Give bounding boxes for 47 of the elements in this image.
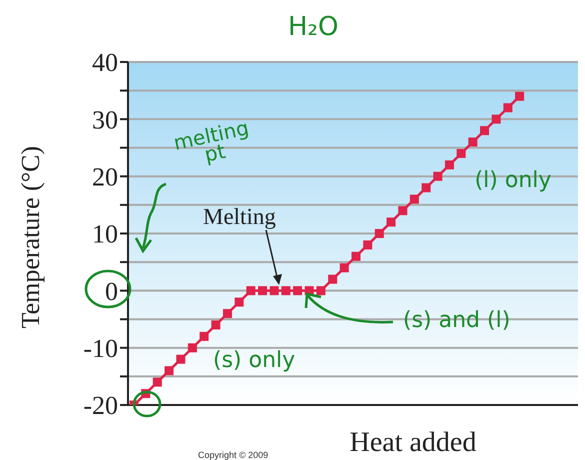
y-axis-title: Temperature (°C) [16, 146, 46, 328]
y-tick-label: 40 [92, 48, 118, 78]
y-tick-label: 20 [92, 162, 118, 192]
point [363, 240, 372, 250]
point [258, 286, 268, 296]
point [328, 274, 338, 284]
y-tick-label: 0 [105, 276, 118, 306]
point [293, 286, 302, 296]
point [176, 354, 186, 364]
point [281, 286, 290, 296]
x-axis-title: Heat added [350, 427, 476, 458]
point [152, 378, 162, 387]
point [410, 194, 419, 204]
point [444, 160, 454, 170]
y-tick-label: 10 [92, 220, 118, 249]
point [211, 320, 220, 330]
point [188, 343, 197, 352]
y-tick-label: -20 [83, 391, 118, 420]
point [468, 138, 478, 147]
point [164, 366, 174, 376]
point [480, 126, 490, 136]
y-tick-label: 30 [92, 105, 118, 134]
point [386, 218, 396, 227]
annotation: (s) and (l) [403, 308, 510, 333]
text: Copyright © 2009 [198, 450, 268, 460]
point [352, 252, 360, 261]
point [270, 286, 279, 296]
annotation: melting pt [170, 116, 252, 169]
point [340, 263, 349, 272]
point [492, 114, 501, 124]
point [374, 229, 384, 238]
point [422, 183, 431, 192]
point [316, 286, 326, 296]
point [456, 148, 466, 158]
point [222, 309, 232, 318]
point [433, 172, 442, 181]
point [234, 298, 244, 307]
annotation: (s) only [213, 348, 296, 373]
annotation: Melting [203, 204, 276, 230]
annotation: (l) only [474, 167, 552, 195]
point [503, 103, 512, 112]
point [398, 206, 408, 216]
point [515, 92, 524, 101]
chart-title: H₂O [288, 12, 338, 42]
point [200, 332, 209, 341]
point [246, 286, 256, 296]
y-tick-label: -10 [83, 334, 118, 364]
